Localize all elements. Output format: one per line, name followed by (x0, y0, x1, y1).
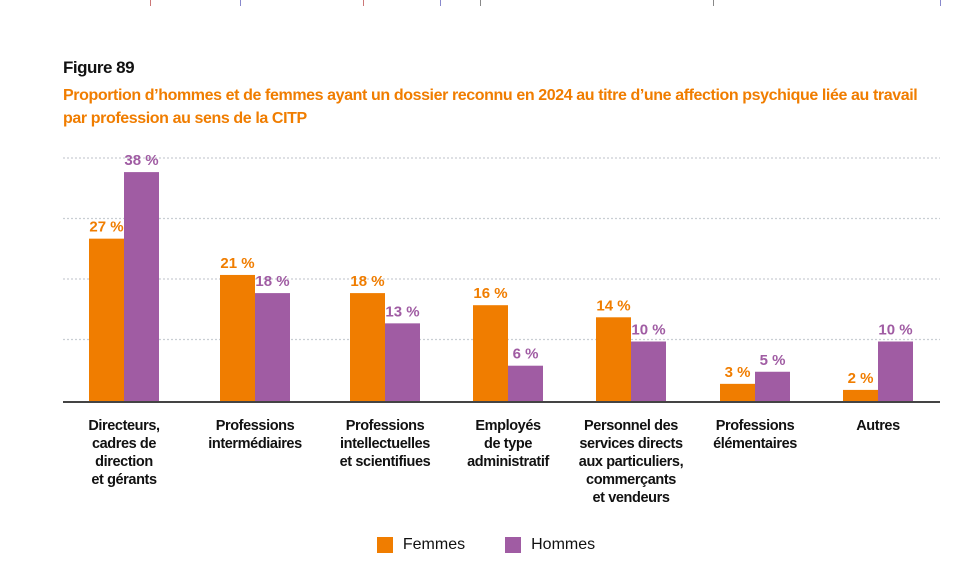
category-label-line: services directs (579, 436, 683, 452)
data-label: 27 % (89, 219, 123, 236)
data-label: 18 % (350, 273, 384, 290)
legend-label: Femmes (402, 536, 466, 553)
cropped-tick (713, 0, 714, 6)
category-label: Autres (813, 417, 943, 435)
legend-item-hommes: Hommes (505, 536, 595, 554)
bar-hommes (255, 293, 290, 402)
data-label: 21 % (220, 255, 254, 272)
legend-swatch-femmes (376, 537, 393, 553)
category-label-line: et vendeurs (592, 490, 670, 506)
category-label-line: et scientifiues (339, 454, 431, 470)
category-label-line: Personnel des (584, 418, 678, 434)
data-label: 18 % (255, 273, 289, 290)
category-label-line: direction (95, 454, 153, 470)
category-label-line: Employés (475, 418, 541, 434)
category-label-line: et gérants (91, 472, 157, 488)
legend: Femmes Hommes (0, 536, 972, 554)
data-label: 6 % (513, 346, 539, 363)
data-label: 2 % (848, 370, 874, 387)
data-label: 14 % (596, 297, 630, 314)
bar-hommes (508, 365, 543, 402)
category-label-line: Professions (215, 418, 295, 434)
category-label-line: commerçants (586, 472, 676, 488)
category-label-line: administratif (467, 454, 549, 470)
bar-femmes (720, 383, 755, 402)
bar-hommes (385, 323, 420, 402)
category-label-line: Autres (856, 418, 900, 434)
cropped-tick (480, 0, 481, 6)
category-label-line: intellectuelles (340, 436, 430, 452)
data-label: 5 % (760, 352, 786, 369)
bar-femmes (350, 293, 385, 402)
bar-hommes (631, 341, 666, 402)
legend-swatch-hommes (505, 537, 522, 553)
cropped-tick (150, 0, 151, 6)
figure-label: Figure 89 (63, 58, 135, 77)
cropped-tick (240, 0, 241, 6)
data-label: 13 % (385, 303, 419, 320)
cropped-tick (363, 0, 364, 6)
legend-label: Hommes (531, 536, 596, 553)
cropped-tick (940, 0, 941, 6)
category-label-line: Professions (715, 418, 795, 434)
legend-item-femmes: Femmes (376, 536, 466, 554)
category-label-line: Professions (345, 418, 425, 434)
category-label: Professions intermédiaires (190, 417, 320, 453)
data-label: 16 % (473, 285, 507, 302)
category-label-line: Directeurs, (88, 418, 160, 434)
category-label: Employés de type administratif (443, 417, 573, 471)
bar-hommes (878, 341, 913, 402)
category-label: Directeurs, cadres de direction et gérants (59, 417, 189, 489)
category-label-line: cadres de (91, 436, 157, 452)
chart-title: Proportion d’hommes et de femmes ayant u… (63, 87, 918, 127)
bar-femmes (843, 389, 878, 402)
bar-hommes (755, 371, 790, 402)
bar-femmes (89, 238, 124, 402)
data-label: 3 % (725, 364, 751, 381)
category-label: Personnel des services directs aux particu… (566, 417, 696, 507)
cropped-tick (440, 0, 441, 6)
data-label: 10 % (878, 322, 912, 339)
category-label: Professions intellectuelles et scientifiue… (320, 417, 450, 471)
data-label: 38 % (124, 152, 158, 169)
category-label-line: de type (484, 436, 532, 452)
data-label: 10 % (631, 322, 665, 339)
bar-hommes (124, 172, 159, 402)
category-label-line: intermédiaires (208, 436, 302, 452)
bar-femmes (220, 274, 255, 402)
category-label-line: élémentaires (713, 436, 797, 452)
category-label: Professions élémentaires (690, 417, 820, 453)
category-label-line: aux particuliers, (578, 454, 684, 470)
bar-femmes (596, 317, 631, 402)
bar-femmes (473, 305, 508, 402)
